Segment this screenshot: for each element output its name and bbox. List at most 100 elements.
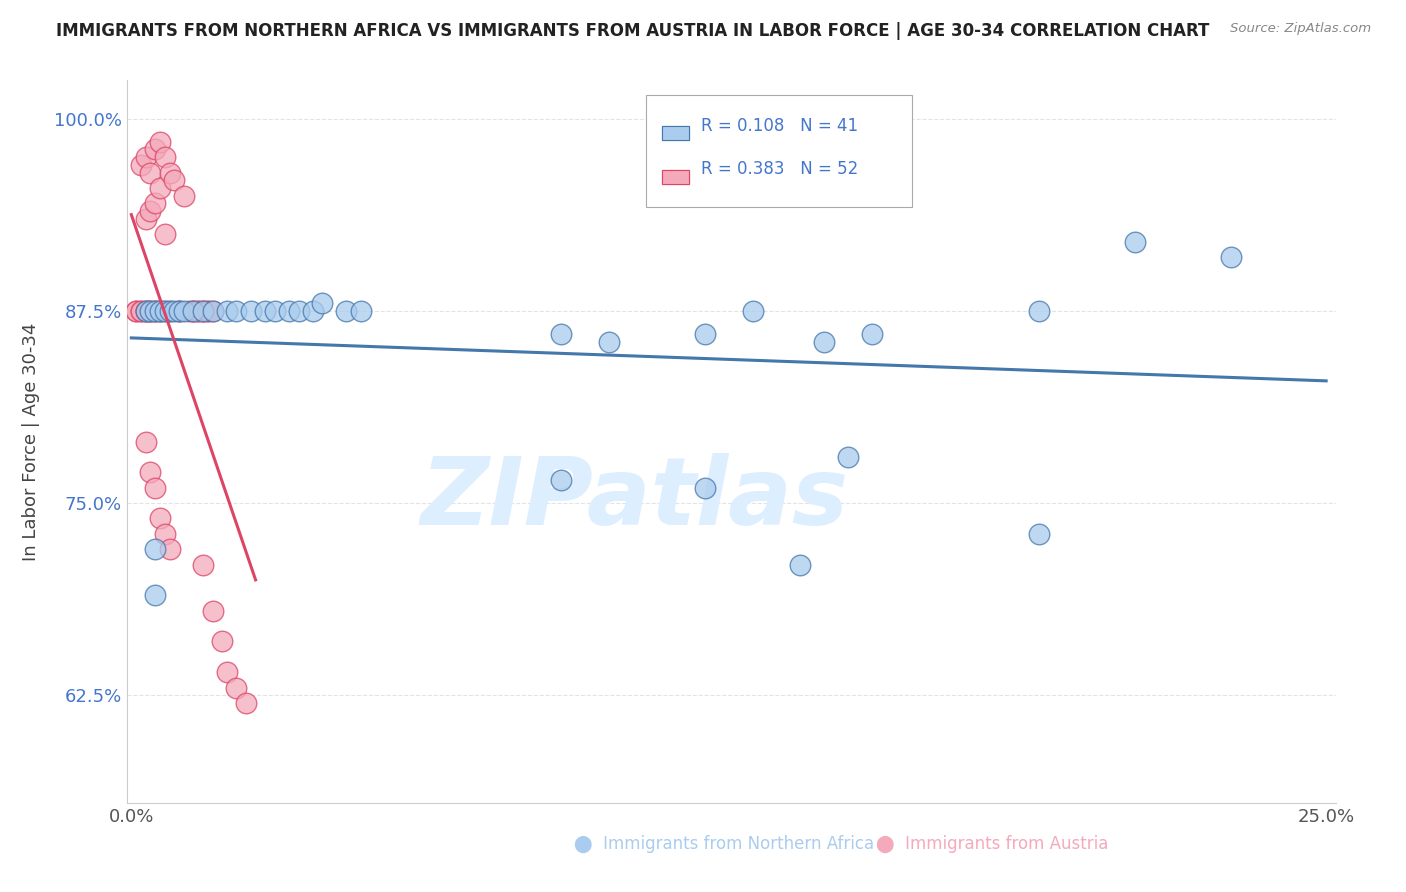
Point	[215, 304, 238, 318]
Point	[201, 304, 224, 318]
Point	[211, 634, 233, 648]
Bar	[662, 169, 689, 184]
Point	[125, 304, 148, 318]
Point	[149, 511, 172, 525]
Text: Source: ZipAtlas.com: Source: ZipAtlas.com	[1230, 22, 1371, 36]
Point	[135, 304, 157, 318]
Point	[201, 304, 224, 318]
Point	[149, 304, 172, 318]
Point	[159, 304, 181, 318]
Point	[139, 203, 162, 218]
Point	[149, 304, 172, 318]
Point	[139, 304, 162, 318]
Point	[183, 304, 205, 318]
Point	[350, 304, 373, 318]
Point	[139, 165, 162, 179]
Point	[125, 304, 148, 318]
Point	[225, 681, 247, 695]
Point	[183, 304, 205, 318]
Point	[167, 304, 190, 318]
Y-axis label: In Labor Force | Age 30-34: In Labor Force | Age 30-34	[21, 322, 39, 561]
Point	[191, 304, 214, 318]
Point	[693, 481, 716, 495]
Point	[143, 588, 166, 602]
Point	[191, 304, 214, 318]
Bar	[662, 127, 689, 140]
Point	[813, 334, 835, 349]
Point	[1219, 250, 1241, 264]
Point	[143, 304, 166, 318]
Point	[135, 304, 157, 318]
Point	[139, 304, 162, 318]
Point	[143, 304, 166, 318]
Point	[191, 558, 214, 572]
Point	[143, 304, 166, 318]
Point	[693, 326, 716, 341]
Point	[187, 304, 209, 318]
Point	[139, 304, 162, 318]
Point	[149, 135, 172, 149]
Text: ZIPatlas: ZIPatlas	[420, 453, 848, 545]
Point	[163, 173, 186, 187]
Point	[1028, 304, 1050, 318]
Point	[235, 696, 257, 710]
Point	[263, 304, 285, 318]
Point	[153, 526, 176, 541]
Point	[153, 304, 176, 318]
Point	[143, 481, 166, 495]
Point	[789, 558, 811, 572]
Point	[129, 304, 152, 318]
Point	[135, 434, 157, 449]
Point	[1028, 526, 1050, 541]
Point	[197, 304, 219, 318]
Point	[143, 196, 166, 211]
Text: ⬤  Immigrants from Northern Africa: ⬤ Immigrants from Northern Africa	[574, 835, 875, 854]
Point	[159, 165, 181, 179]
Point	[173, 188, 195, 202]
Point	[197, 304, 219, 318]
Point	[129, 158, 152, 172]
Point	[135, 150, 157, 164]
Point	[860, 326, 883, 341]
Point	[311, 296, 333, 310]
Bar	[662, 127, 689, 140]
Point	[287, 304, 309, 318]
Point	[741, 304, 763, 318]
Point	[550, 473, 572, 487]
Text: R = 0.383   N = 52: R = 0.383 N = 52	[702, 161, 858, 178]
Point	[187, 304, 209, 318]
FancyBboxPatch shape	[647, 95, 912, 207]
Point	[153, 227, 176, 241]
Point	[177, 304, 200, 318]
Point	[149, 304, 172, 318]
Point	[139, 465, 162, 479]
Point	[239, 304, 262, 318]
Point	[191, 304, 214, 318]
Point	[153, 304, 176, 318]
Point	[215, 665, 238, 680]
Point	[163, 304, 186, 318]
Point	[550, 326, 572, 341]
Point	[143, 143, 166, 157]
Point	[159, 542, 181, 557]
Point	[1123, 235, 1146, 249]
Point	[335, 304, 357, 318]
Point	[183, 304, 205, 318]
Point	[153, 150, 176, 164]
Text: ⬤  Immigrants from Austria: ⬤ Immigrants from Austria	[876, 835, 1108, 854]
Point	[135, 211, 157, 226]
Point	[149, 181, 172, 195]
Point	[598, 334, 620, 349]
Text: IMMIGRANTS FROM NORTHERN AFRICA VS IMMIGRANTS FROM AUSTRIA IN LABOR FORCE | AGE : IMMIGRANTS FROM NORTHERN AFRICA VS IMMIG…	[56, 22, 1209, 40]
Point	[837, 450, 859, 464]
Text: R = 0.108   N = 41: R = 0.108 N = 41	[702, 117, 858, 135]
Point	[143, 542, 166, 557]
Point	[173, 304, 195, 318]
Point	[225, 304, 247, 318]
Point	[159, 304, 181, 318]
Point	[254, 304, 277, 318]
Point	[129, 304, 152, 318]
Point	[278, 304, 301, 318]
Point	[167, 304, 190, 318]
Point	[302, 304, 325, 318]
